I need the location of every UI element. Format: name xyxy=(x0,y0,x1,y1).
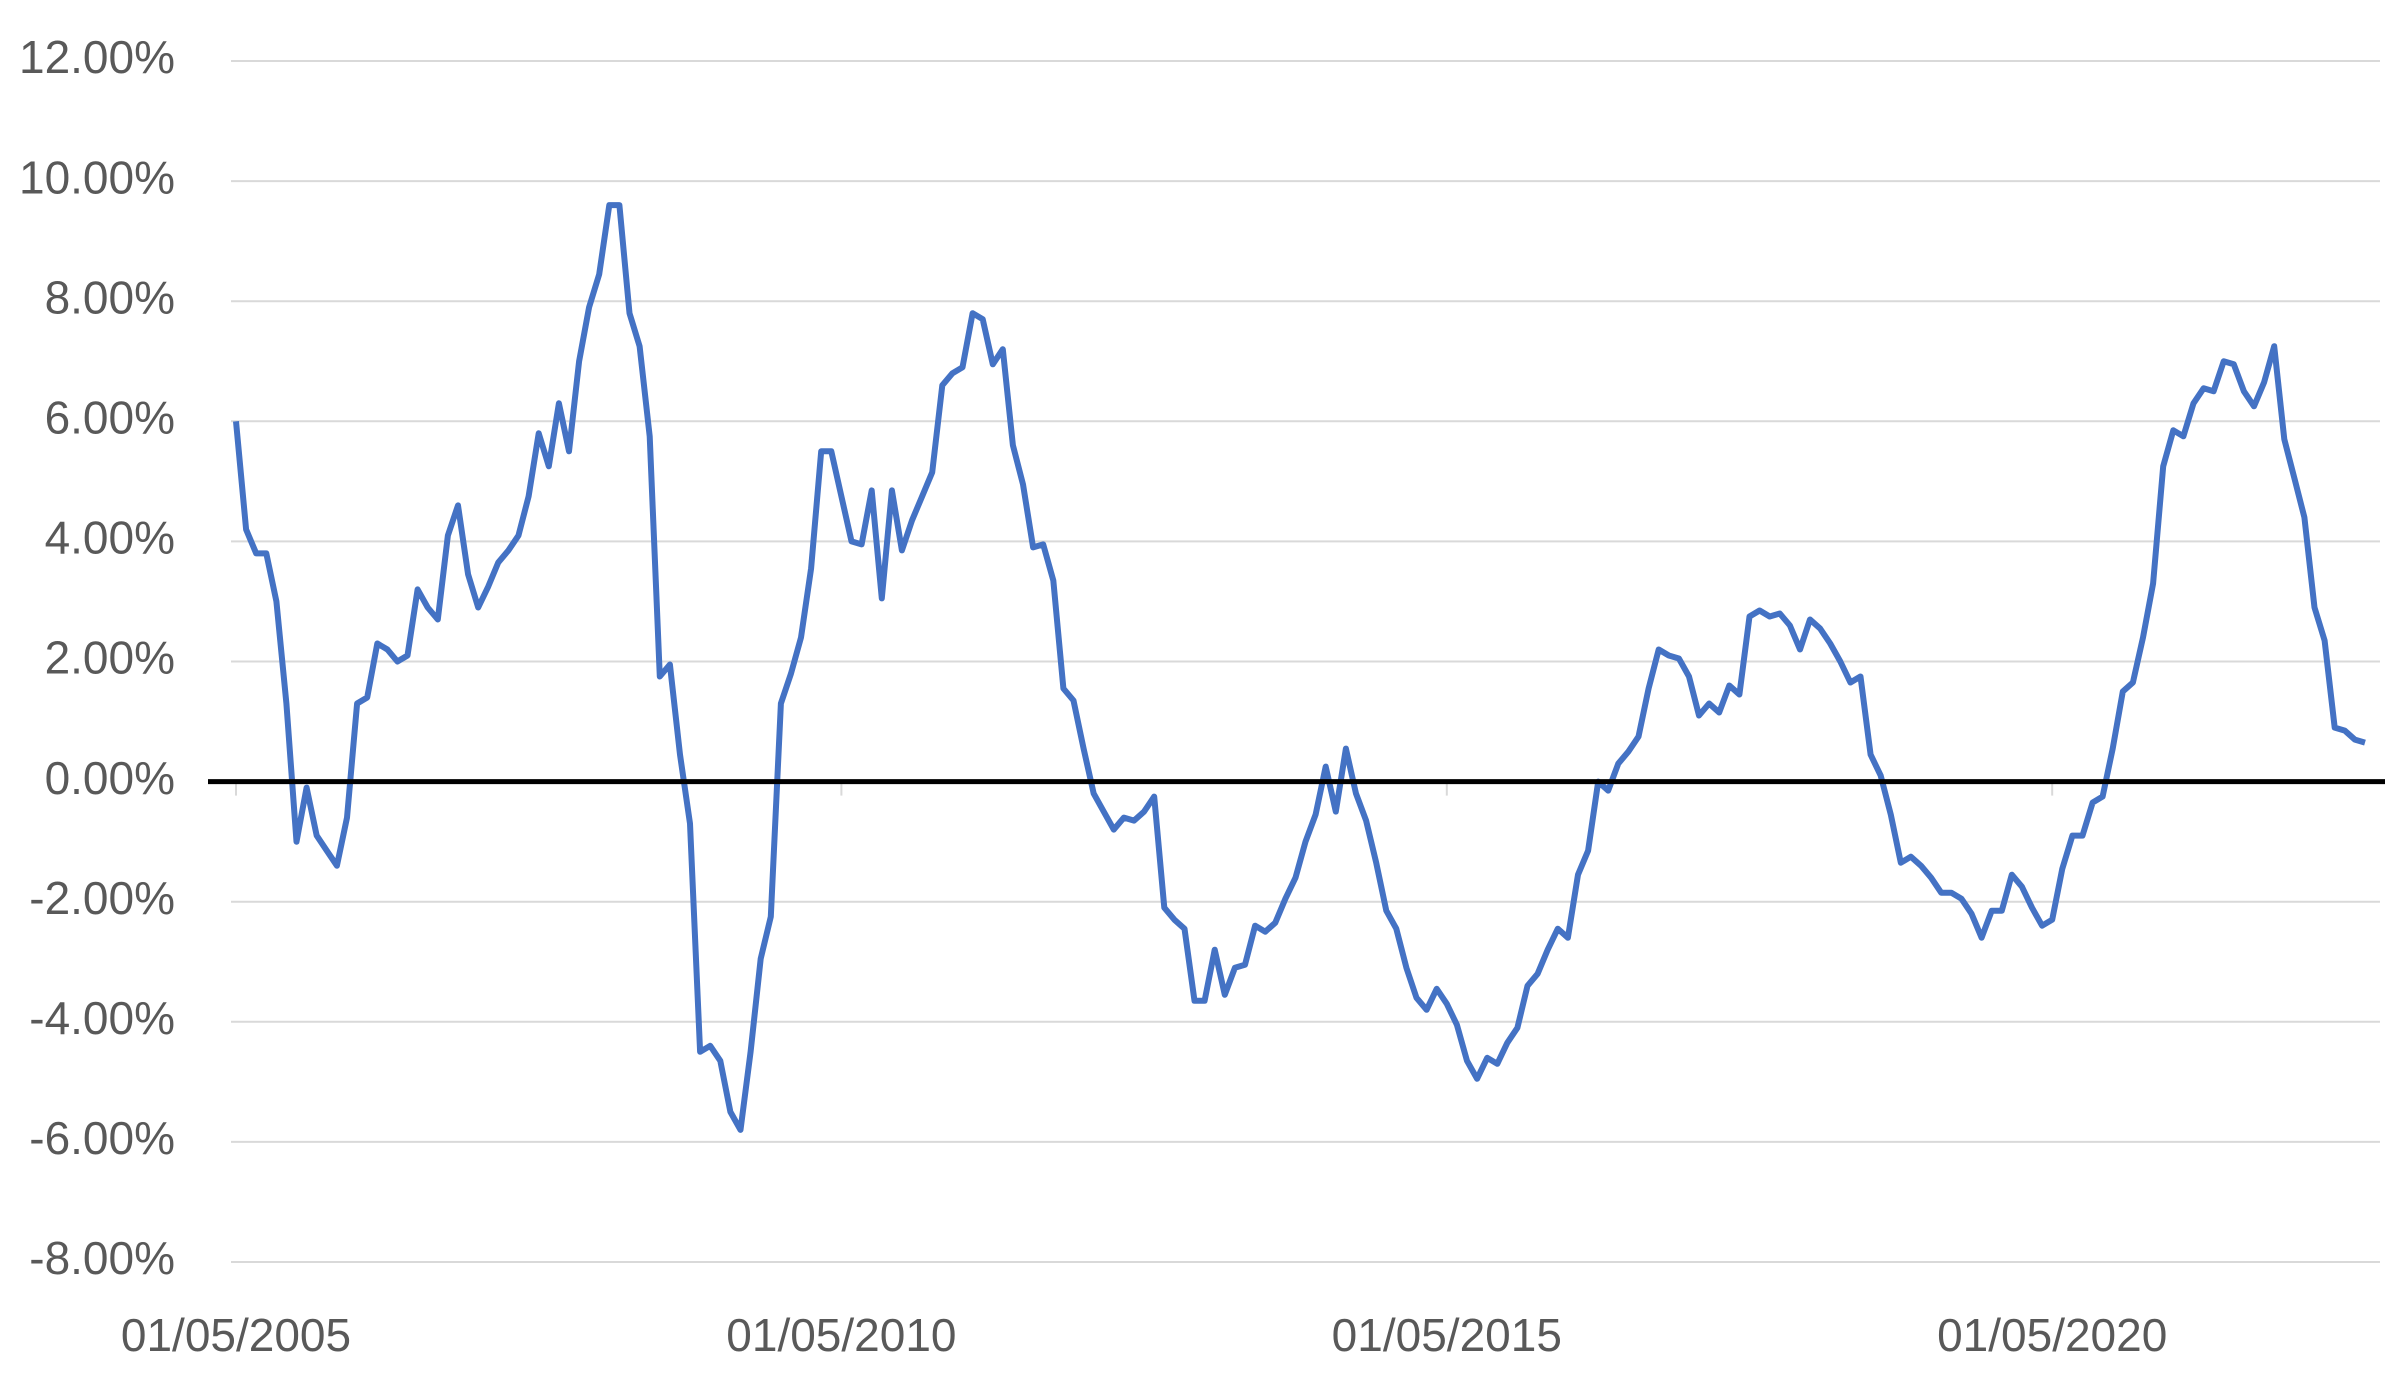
x-tick-label: 01/05/2010 xyxy=(726,1309,956,1361)
y-tick-label: 2.00% xyxy=(45,632,175,684)
x-tick-label: 01/05/2015 xyxy=(1332,1309,1562,1361)
y-tick-label: 4.00% xyxy=(45,512,175,564)
y-tick-label: -8.00% xyxy=(29,1232,175,1284)
y-tick-label: 6.00% xyxy=(45,391,175,443)
y-tick-label: 0.00% xyxy=(45,752,175,804)
y-tick-label: 12.00% xyxy=(19,31,175,83)
y-tick-label: 8.00% xyxy=(45,271,175,323)
x-tick-label: 01/05/2005 xyxy=(121,1309,351,1361)
y-tick-label: 10.00% xyxy=(19,151,175,203)
y-tick-label: -4.00% xyxy=(29,992,175,1044)
x-tick-label: 01/05/2020 xyxy=(1937,1309,2167,1361)
data-line xyxy=(233,202,2366,1133)
y-tick-label: -6.00% xyxy=(29,1112,175,1164)
y-tick-label: -2.00% xyxy=(29,872,175,924)
